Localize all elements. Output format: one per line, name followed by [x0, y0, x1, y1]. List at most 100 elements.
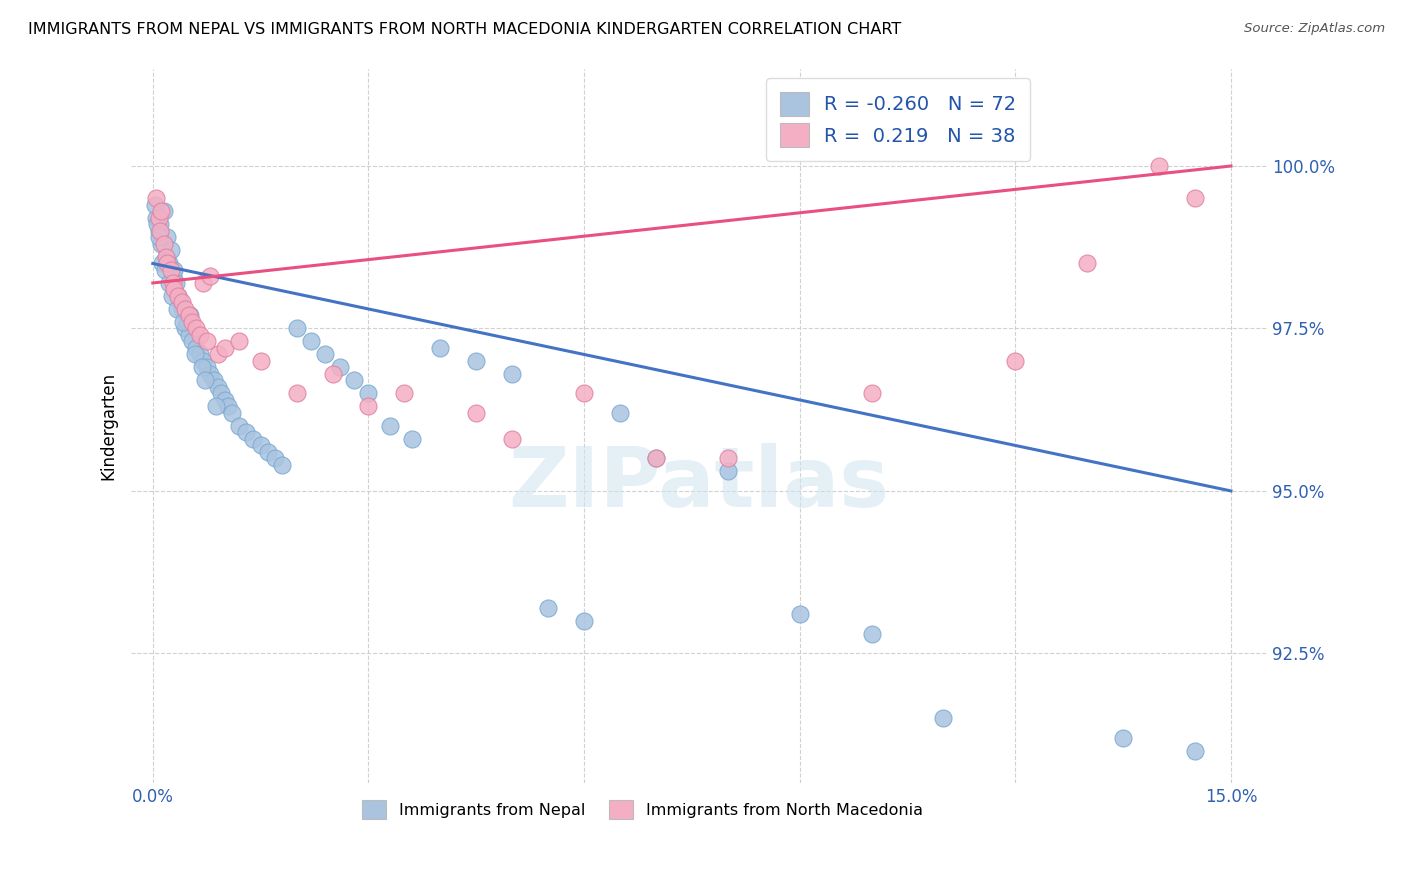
Point — [148, 224, 170, 238]
Point — [184, 321, 207, 335]
Point — [343, 374, 366, 388]
Point — [172, 315, 194, 329]
Point — [191, 354, 214, 368]
Point — [177, 309, 200, 323]
Point — [177, 328, 200, 343]
Point — [181, 315, 204, 329]
Point — [149, 218, 172, 232]
Point — [169, 295, 191, 310]
Point — [145, 211, 167, 225]
Point — [285, 321, 308, 335]
Point — [162, 269, 184, 284]
Point — [1112, 731, 1135, 745]
Point — [159, 263, 181, 277]
Point — [200, 367, 222, 381]
Point — [150, 204, 173, 219]
Point — [256, 445, 278, 459]
Point — [184, 341, 207, 355]
Point — [214, 392, 236, 407]
Point — [205, 400, 228, 414]
Point — [152, 204, 174, 219]
Point — [228, 419, 250, 434]
Point — [179, 309, 201, 323]
Point — [932, 711, 955, 725]
Point — [572, 386, 595, 401]
Point — [717, 451, 740, 466]
Point — [170, 301, 193, 316]
Point — [153, 263, 176, 277]
Point — [501, 367, 523, 381]
Point — [1184, 744, 1206, 758]
Point — [1076, 256, 1098, 270]
Point — [193, 374, 215, 388]
Point — [181, 334, 204, 349]
Point — [299, 334, 322, 349]
Point — [155, 250, 177, 264]
Point — [148, 211, 170, 225]
Point — [789, 607, 811, 622]
Point — [228, 334, 250, 349]
Point — [167, 289, 190, 303]
Point — [645, 451, 668, 466]
Point — [207, 380, 229, 394]
Point — [195, 334, 218, 349]
Point — [145, 192, 167, 206]
Point — [378, 419, 401, 434]
Point — [174, 321, 197, 335]
Point — [167, 289, 190, 303]
Point — [166, 301, 188, 316]
Point — [157, 256, 180, 270]
Point — [165, 276, 187, 290]
Point — [429, 341, 451, 355]
Point — [157, 276, 180, 290]
Point — [329, 360, 352, 375]
Point — [264, 451, 287, 466]
Point — [465, 354, 488, 368]
Point — [271, 458, 294, 472]
Point — [357, 386, 380, 401]
Point — [170, 295, 193, 310]
Point — [1004, 354, 1026, 368]
Point — [314, 347, 336, 361]
Point — [200, 269, 222, 284]
Point — [217, 400, 239, 414]
Point — [152, 237, 174, 252]
Point — [235, 425, 257, 440]
Point — [572, 614, 595, 628]
Point — [242, 432, 264, 446]
Point — [160, 289, 183, 303]
Point — [155, 250, 177, 264]
Point — [860, 386, 883, 401]
Point — [149, 224, 172, 238]
Point — [163, 263, 186, 277]
Point — [176, 315, 198, 329]
Point — [501, 432, 523, 446]
Text: ZIPatlas: ZIPatlas — [509, 442, 890, 524]
Point — [159, 244, 181, 258]
Point — [321, 367, 343, 381]
Point — [202, 374, 225, 388]
Point — [207, 347, 229, 361]
Point — [401, 432, 423, 446]
Point — [465, 406, 488, 420]
Point — [148, 230, 170, 244]
Point — [146, 218, 169, 232]
Point — [163, 283, 186, 297]
Point — [645, 451, 668, 466]
Point — [195, 360, 218, 375]
Point — [143, 198, 166, 212]
Point — [357, 400, 380, 414]
Point — [156, 230, 179, 244]
Point — [1184, 192, 1206, 206]
Point — [394, 386, 416, 401]
Point — [150, 256, 173, 270]
Point — [221, 406, 243, 420]
Point — [717, 465, 740, 479]
Point — [249, 438, 271, 452]
Point — [860, 627, 883, 641]
Point — [1147, 159, 1170, 173]
Point — [537, 601, 560, 615]
Point — [249, 354, 271, 368]
Legend: Immigrants from Nepal, Immigrants from North Macedonia: Immigrants from Nepal, Immigrants from N… — [356, 793, 929, 825]
Point — [156, 256, 179, 270]
